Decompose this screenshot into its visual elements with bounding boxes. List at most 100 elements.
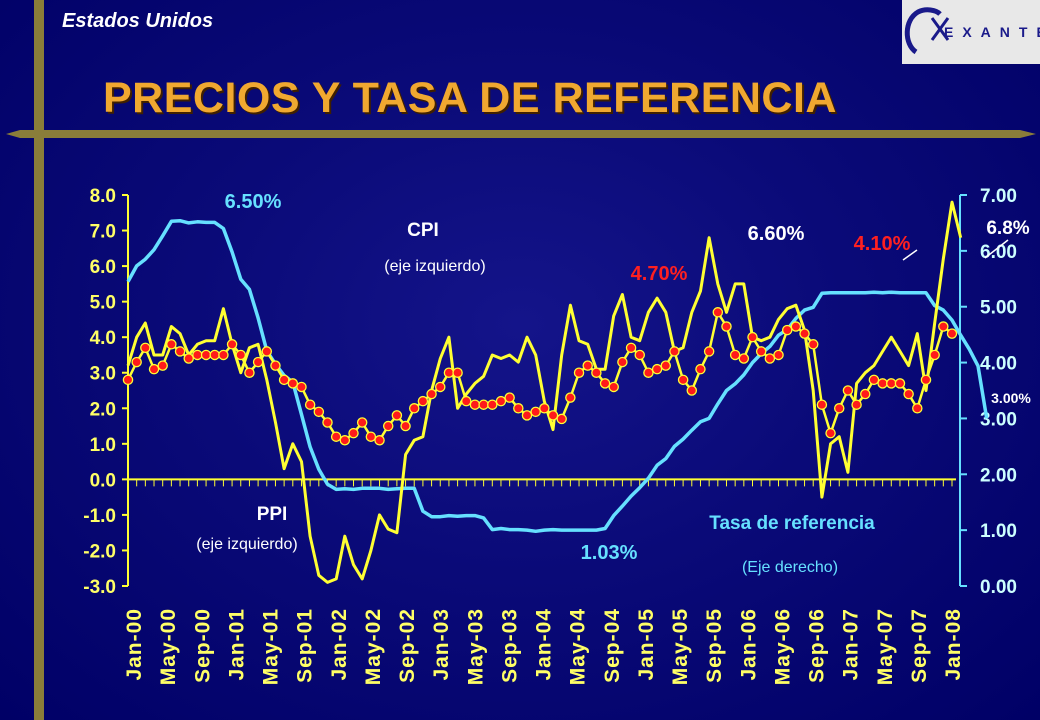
cpi-data-point [382, 420, 394, 432]
cpi-data-point [877, 378, 888, 389]
cpi-data-point [799, 328, 810, 339]
right-axis-tick-label: 2.00 [980, 465, 1017, 486]
cpi-data-point [270, 360, 281, 371]
cpi-data-point [122, 374, 134, 386]
x-axis-tick-label: Sep-03 [498, 608, 521, 683]
rate-peak-label: 6.50% [225, 191, 282, 213]
cpi-data-point [140, 342, 151, 354]
rate-label: Tasa de referencia [709, 513, 875, 534]
cpi-data-point [651, 363, 663, 375]
ppi-series-line [126, 200, 963, 584]
cpi-data-point [313, 406, 325, 418]
cpi-data-point [591, 367, 602, 378]
cpi-data-point [807, 339, 819, 350]
cpi-data-point [226, 339, 238, 350]
cpi-data-point [938, 321, 949, 332]
cpi-data-point [235, 349, 247, 361]
cpi-data-point [625, 342, 637, 354]
cpi-data-point [677, 374, 689, 386]
x-axis-tick-label: Sep-02 [396, 608, 419, 683]
rate-latest-label: 3.00% [991, 390, 1031, 406]
cpi-data-point [695, 363, 706, 375]
cpi-data-point [183, 353, 194, 364]
cpi-data-point [408, 403, 420, 414]
x-axis-tick-label: Jan-03 [430, 608, 453, 681]
cpi-data-point [391, 410, 403, 421]
cpi-data-point [755, 346, 767, 357]
cpi-data-point [816, 399, 828, 410]
cpi-data-point [417, 395, 429, 407]
cpi-data-point [686, 385, 698, 396]
cpi-data-point [773, 349, 784, 361]
cpi-data-point [469, 399, 481, 410]
cpi-data-point [747, 331, 758, 343]
cpi-data-point [209, 349, 220, 361]
x-axis-tick-label: May-02 [362, 608, 385, 685]
logo-wordmark: EXANTE [944, 24, 1040, 40]
cpi-data-point [478, 399, 489, 410]
annotation-arrow [902, 249, 918, 261]
cpi-data-point [669, 346, 680, 357]
cpi-data-point [634, 349, 645, 361]
x-axis-tick-label: May-03 [464, 608, 487, 685]
cpi-data-point [252, 356, 264, 368]
cpi-data-point [322, 417, 333, 428]
cpi-data-point [703, 346, 715, 357]
cpi-data-point [287, 378, 299, 389]
cpi-data-point [608, 381, 619, 393]
cpi-data-point [573, 367, 585, 378]
cpi-data-point [452, 367, 463, 378]
cpi-data-point [539, 403, 550, 414]
cpi-data-point [582, 360, 593, 371]
country-label: Estados Unidos [62, 10, 214, 32]
right-axis-tick-label: 7.00 [980, 186, 1017, 207]
cpi-data-point [729, 349, 741, 361]
cpi-data-point [426, 388, 437, 400]
rate-trough-label: 1.03% [581, 542, 638, 564]
cpi-data-point [530, 406, 541, 418]
cpi-data-point [617, 356, 628, 368]
cpi-data-point [348, 427, 359, 439]
x-axis-tick-label: May-06 [771, 608, 794, 685]
x-axis-tick-label: Sep-05 [703, 608, 726, 683]
x-axis-tick-label: Jan-01 [225, 608, 248, 681]
chart-axes: 8.0 7.0 6.0 5.0 4.0 3.0 2.0 1.0 0.0 -1.0 -2.0 -3.0 7… [83, 186, 1017, 685]
cpi-data-point [365, 431, 377, 442]
right-axis-tick-label: 4.00 [980, 354, 1017, 375]
cpi-data-point [192, 349, 203, 361]
cpi-data-point [278, 374, 290, 386]
x-axis-tick-label: May-05 [669, 608, 692, 685]
x-axis-tick-label: May-04 [567, 608, 590, 685]
x-axis-tick-label: May-07 [874, 608, 897, 685]
cpi-data-point [244, 367, 255, 378]
cpi-data-point [504, 392, 515, 403]
cpi-data-point [851, 399, 862, 410]
ppi-latest-label: 6.8% [986, 218, 1029, 239]
x-axis-tick-label: Sep-01 [294, 608, 317, 683]
cpi-data-point [868, 374, 880, 386]
cpi-data-point [200, 349, 212, 361]
cpi-data-point [157, 360, 168, 371]
left-axis-tick-label: 2.0 [90, 399, 116, 420]
cpi-data-point [886, 378, 897, 389]
x-axis-tick-label: Jan-00 [123, 608, 146, 681]
exante-logo: EXANTE [902, 0, 1040, 64]
rate-axis-note: (Eje derecho) [742, 559, 838, 576]
cpi-data-point [356, 417, 368, 428]
annotation-arrow [984, 239, 1009, 259]
cpi-data-point [721, 321, 732, 332]
cpi-data-point [148, 363, 160, 375]
cpi-data-point [487, 399, 498, 410]
x-axis-tick-label: Jan-05 [635, 608, 658, 681]
ppi-axis-note: (eje izquierdo) [196, 536, 297, 553]
left-axis-tick-label: 6.0 [90, 257, 116, 278]
decorative-vertical-bar [34, 0, 44, 720]
chart-labels: 6.50% CPI (eje izquierdo) 4.70% 6.60% 4.… [196, 191, 1031, 576]
x-axis-tick-label: Jan-02 [328, 608, 351, 681]
cpi-data-point [860, 388, 871, 400]
cpi-data-point [339, 435, 351, 446]
cpi-data-point [131, 356, 142, 368]
cpi-data-point [790, 321, 802, 332]
x-axis-tick-label: Sep-00 [191, 608, 214, 683]
